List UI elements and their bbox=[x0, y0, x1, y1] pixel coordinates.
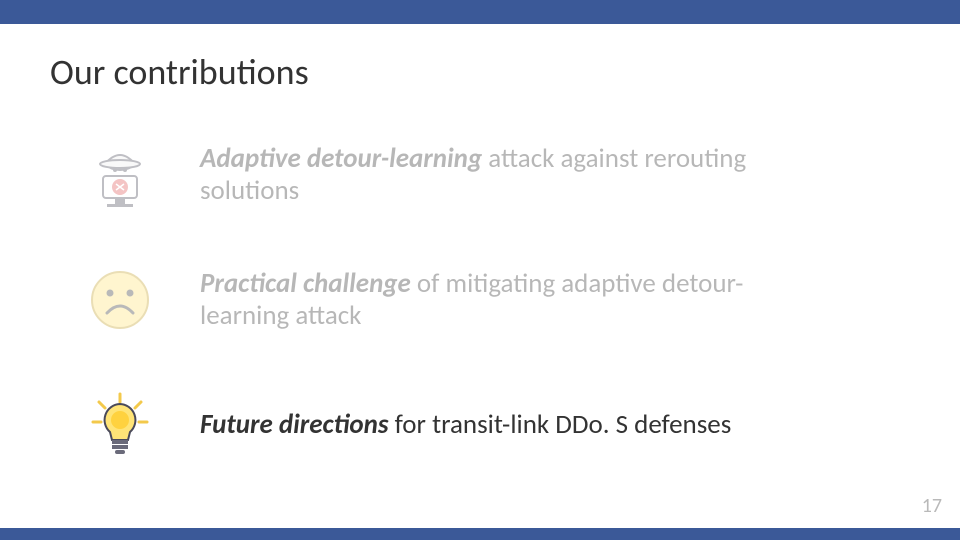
lightbulb-icon bbox=[80, 390, 160, 460]
slide: Our contributions Adaptive detour-learn bbox=[0, 0, 960, 540]
top-bar bbox=[0, 0, 960, 24]
contribution-text: Practical challenge of mitigating adapti… bbox=[200, 268, 780, 333]
contribution-list: Adaptive detour-learning attack against … bbox=[80, 140, 900, 515]
bottom-bar bbox=[0, 528, 960, 540]
sadface-icon bbox=[80, 265, 160, 335]
slide-title: Our contributions bbox=[50, 50, 309, 94]
contribution-item: Adaptive detour-learning attack against … bbox=[80, 140, 900, 210]
contribution-text: Future directions for transit-link DDo. … bbox=[200, 409, 731, 441]
bold-part: Adaptive detour-learning bbox=[200, 142, 482, 175]
contribution-item: Future directions for transit-link DDo. … bbox=[80, 390, 900, 460]
bold-part: Future directions bbox=[200, 408, 389, 441]
rest-part: for transit-link DDo. S defenses bbox=[389, 408, 732, 441]
hacker-icon bbox=[80, 140, 160, 210]
contribution-text: Adaptive detour-learning attack against … bbox=[200, 143, 780, 208]
contribution-item: Practical challenge of mitigating adapti… bbox=[80, 265, 900, 335]
page-number: 17 bbox=[922, 494, 942, 518]
bold-part: Practical challenge bbox=[200, 267, 411, 300]
